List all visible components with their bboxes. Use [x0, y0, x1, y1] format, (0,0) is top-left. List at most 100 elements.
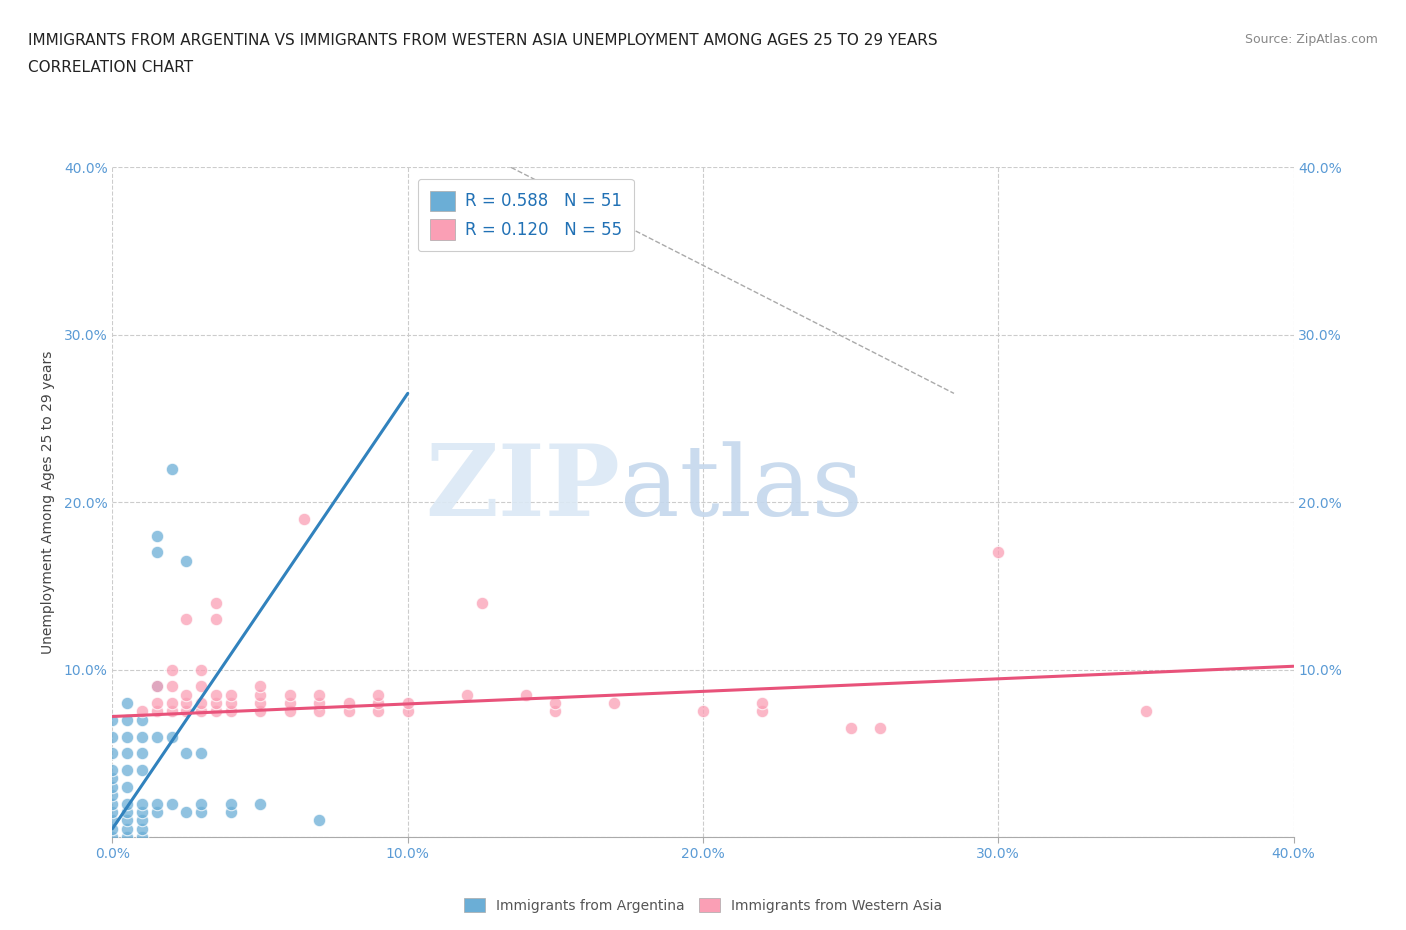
Point — [146, 696, 169, 711]
Point — [1135, 704, 1157, 719]
Point — [131, 712, 153, 727]
Point — [146, 729, 169, 744]
Point — [205, 612, 228, 627]
Point — [751, 696, 773, 711]
Point — [160, 461, 183, 476]
Point — [117, 804, 138, 819]
Point — [337, 696, 360, 711]
Point — [249, 696, 271, 711]
Point — [101, 771, 124, 786]
Point — [544, 696, 567, 711]
Point — [160, 679, 183, 694]
Point — [160, 729, 183, 744]
Point — [190, 746, 212, 761]
Point — [146, 679, 169, 694]
Point — [101, 830, 124, 844]
Point — [146, 545, 169, 560]
Point — [692, 704, 714, 719]
Point — [117, 779, 138, 794]
Point — [117, 830, 138, 844]
Point — [249, 687, 271, 702]
Point — [205, 687, 228, 702]
Point — [117, 746, 138, 761]
Point — [190, 804, 212, 819]
Point — [869, 721, 891, 736]
Point — [367, 704, 389, 719]
Point — [101, 788, 124, 803]
Y-axis label: Unemployment Among Ages 25 to 29 years: Unemployment Among Ages 25 to 29 years — [41, 351, 55, 654]
Point — [131, 804, 153, 819]
Point — [308, 696, 330, 711]
Point — [131, 830, 153, 844]
Point — [190, 696, 212, 711]
Point — [160, 696, 183, 711]
Point — [249, 704, 271, 719]
Point — [117, 821, 138, 836]
Point — [839, 721, 862, 736]
Point — [205, 696, 228, 711]
Point — [190, 796, 212, 811]
Point — [190, 662, 212, 677]
Point — [190, 679, 212, 694]
Point — [515, 687, 537, 702]
Point — [219, 687, 242, 702]
Point — [219, 704, 242, 719]
Point — [117, 763, 138, 777]
Point — [101, 712, 124, 727]
Point — [131, 796, 153, 811]
Point — [396, 704, 419, 719]
Point — [131, 763, 153, 777]
Point — [751, 704, 773, 719]
Point — [160, 704, 183, 719]
Point — [174, 612, 197, 627]
Point — [603, 696, 626, 711]
Point — [219, 804, 242, 819]
Point — [101, 796, 124, 811]
Point — [278, 696, 301, 711]
Point — [117, 729, 138, 744]
Point — [101, 763, 124, 777]
Point — [117, 712, 138, 727]
Point — [396, 696, 419, 711]
Point — [146, 704, 169, 719]
Point — [117, 796, 138, 811]
Point — [544, 704, 567, 719]
Legend: R = 0.588   N = 51, R = 0.120   N = 55: R = 0.588 N = 51, R = 0.120 N = 55 — [418, 179, 634, 251]
Point — [308, 813, 330, 828]
Point — [308, 704, 330, 719]
Point — [131, 746, 153, 761]
Point — [146, 804, 169, 819]
Point — [101, 729, 124, 744]
Point — [146, 679, 169, 694]
Point — [292, 512, 315, 526]
Point — [117, 696, 138, 711]
Point — [470, 595, 494, 610]
Text: IMMIGRANTS FROM ARGENTINA VS IMMIGRANTS FROM WESTERN ASIA UNEMPLOYMENT AMONG AGE: IMMIGRANTS FROM ARGENTINA VS IMMIGRANTS … — [28, 33, 938, 47]
Point — [174, 687, 197, 702]
Point — [367, 696, 389, 711]
Point — [249, 679, 271, 694]
Text: Source: ZipAtlas.com: Source: ZipAtlas.com — [1244, 33, 1378, 46]
Text: atlas: atlas — [620, 441, 863, 537]
Point — [131, 813, 153, 828]
Point — [174, 553, 197, 568]
Point — [308, 687, 330, 702]
Point — [101, 821, 124, 836]
Point — [219, 796, 242, 811]
Point — [101, 746, 124, 761]
Point — [131, 704, 153, 719]
Point — [174, 804, 197, 819]
Point — [146, 528, 169, 543]
Point — [101, 804, 124, 819]
Point — [131, 729, 153, 744]
Point — [174, 704, 197, 719]
Point — [367, 687, 389, 702]
Point — [278, 687, 301, 702]
Point — [456, 687, 478, 702]
Point — [174, 746, 197, 761]
Point — [337, 704, 360, 719]
Point — [190, 704, 212, 719]
Text: CORRELATION CHART: CORRELATION CHART — [28, 60, 193, 75]
Text: ZIP: ZIP — [426, 440, 620, 538]
Legend: Immigrants from Argentina, Immigrants from Western Asia: Immigrants from Argentina, Immigrants fr… — [458, 893, 948, 919]
